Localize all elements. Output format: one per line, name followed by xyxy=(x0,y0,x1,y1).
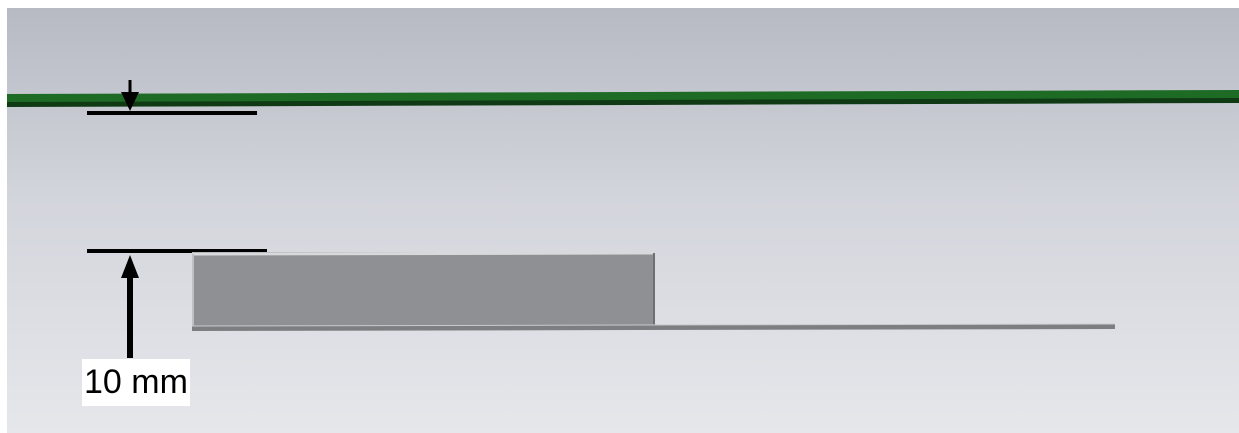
metal-block-top-edge xyxy=(191,251,656,256)
cad-viewport xyxy=(7,8,1239,433)
metal-block xyxy=(192,252,655,328)
scene-svg xyxy=(7,80,1239,358)
upper-arrow-head xyxy=(121,92,139,111)
green-layer-shadow xyxy=(7,98,1239,107)
lower-arrow-head xyxy=(121,255,139,278)
ground-plate-highlight xyxy=(191,323,1116,327)
dimension-label: 10 mm xyxy=(82,359,190,406)
